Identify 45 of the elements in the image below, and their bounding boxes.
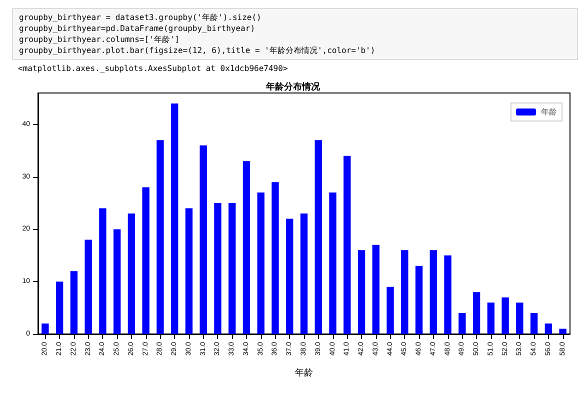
bar (516, 302, 524, 334)
bar (272, 182, 279, 334)
bar (401, 250, 408, 334)
bar (430, 250, 437, 334)
legend-label: 年龄 (541, 108, 557, 116)
bar (56, 282, 64, 334)
bar (185, 208, 193, 334)
bar (386, 286, 394, 334)
bar (84, 240, 92, 334)
text: groupby_birthyear=pd.DataFrame(groupby_birthyear) (19, 23, 256, 34)
bar (113, 229, 121, 334)
text: groupby_birthyear.columns=['年龄'] (19, 34, 180, 45)
bar (559, 328, 566, 334)
bar (99, 208, 106, 334)
bar (472, 292, 480, 334)
bar (314, 140, 322, 334)
bar (242, 161, 250, 334)
chart-title: 年龄分布情况 (265, 82, 321, 92)
bar (458, 313, 466, 334)
text: groupby_birthyear = dataset3.groupby('年龄').size() (19, 12, 262, 23)
bar (372, 244, 380, 334)
x-axis-title: 年龄 (295, 368, 313, 378)
text: groupby_birthyear.plot.bar(figsize=(12, 6),title = '年龄分布情况',color='b') (19, 45, 376, 56)
bar (142, 187, 150, 334)
bar (502, 297, 509, 334)
bar (544, 324, 552, 334)
bar (444, 255, 452, 334)
text: <matplotlib.axes._subplots.AxesSubplot at 0x1dcb96e7490> (18, 64, 289, 73)
bar (415, 266, 423, 334)
bar (530, 313, 538, 334)
bar (128, 214, 136, 334)
bar (171, 103, 178, 334)
bar (487, 302, 495, 334)
bar (329, 192, 336, 334)
bar (286, 218, 294, 334)
bar (214, 203, 222, 334)
bar (300, 214, 308, 334)
bar (200, 145, 207, 334)
bar (156, 140, 164, 334)
bar (70, 271, 78, 334)
bar (358, 250, 366, 334)
bar (228, 203, 236, 334)
bar (42, 324, 49, 334)
bar (344, 156, 351, 334)
bar (257, 192, 264, 334)
